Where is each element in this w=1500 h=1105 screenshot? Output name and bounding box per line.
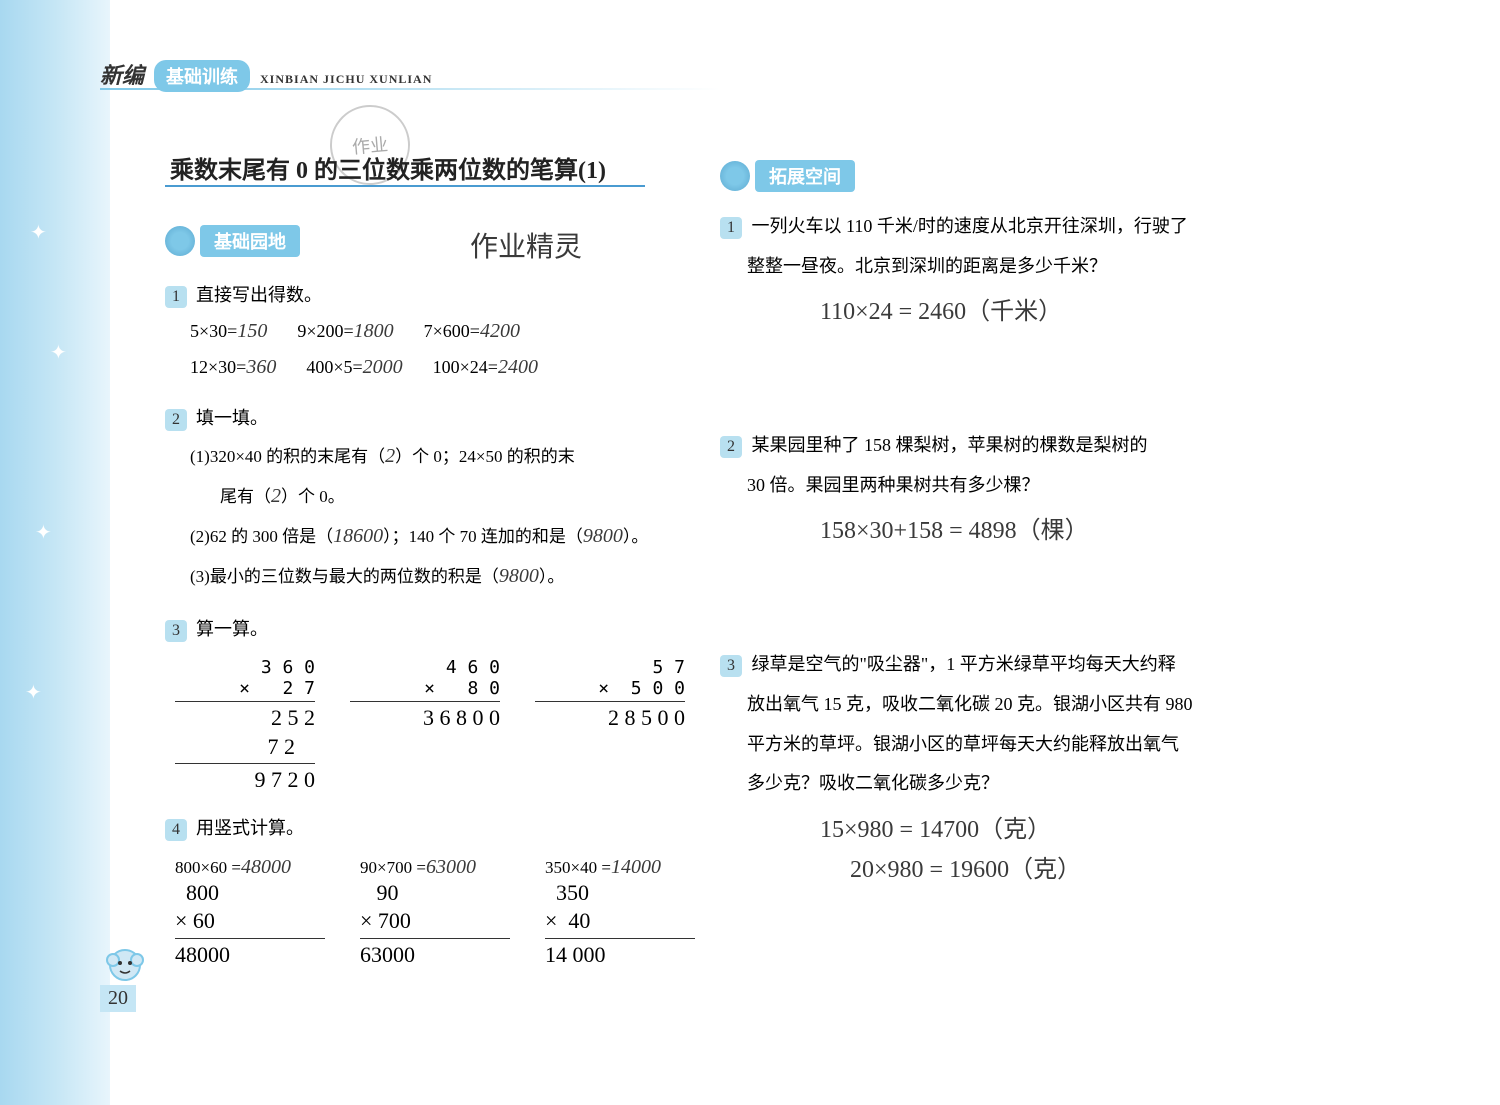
q1-item: 12×30=360 — [190, 349, 276, 385]
q3-calc-1: 3 6 0 × 2 7 2 5 2 7 2 9 7 2 0 — [175, 657, 315, 795]
q1-item: 100×24=2400 — [433, 349, 538, 385]
basic-section: 基础园地 1 直接写出得数。 5×30=150 9×200=1800 7×600… — [165, 225, 695, 985]
ext1-solution: 110×24 = 2460（千米） — [820, 291, 1280, 326]
ext2-solution: 158×30+158 = 4898（棵） — [820, 510, 1280, 545]
monkey-icon — [105, 945, 145, 985]
ext3-solution1: 15×980 = 14700（克） — [820, 809, 1280, 844]
q1-item: 400×5=2000 — [306, 349, 402, 385]
q3-title: 算一算。 — [196, 619, 268, 639]
q3-calc-2: 4 6 0 × 8 0 3 6 8 0 0 — [350, 657, 500, 795]
q2-sub2: (2)62 的 300 倍是（18600）；140 个 70 连加的和是（980… — [190, 516, 695, 556]
header-pinyin: XINBIAN JICHU XUNLIAN — [260, 72, 432, 87]
basic-section-label: 基础园地 — [200, 225, 300, 257]
q1-row2: 12×30=360 400×5=2000 100×24=2400 — [190, 349, 695, 385]
q2-number: 2 — [165, 409, 187, 431]
ext3-number: 3 — [720, 655, 742, 677]
basic-section-header: 基础园地 — [165, 225, 695, 257]
question-3: 3 算一算。 3 6 0 × 2 7 2 5 2 7 2 9 7 2 0 4 6… — [165, 611, 695, 795]
q2-sub1: (1)320×40 的积的末尾有（2）个 0；24×50 的积的末 — [190, 436, 695, 476]
flower-icon — [165, 226, 195, 256]
ext3-solution2: 20×980 = 19600（克） — [850, 849, 1280, 884]
ext3-text: 3 绿草是空气的"吸尘器"，1 平方米绿草平均每天大约释 — [720, 645, 1280, 685]
page-left-gradient: ✦ ✦ ✦ ✦ — [0, 0, 110, 1105]
question-2: 2 填一填。 (1)320×40 的积的末尾有（2）个 0；24×50 的积的末… — [165, 400, 695, 596]
q1-item: 9×200=1800 — [297, 313, 393, 349]
flower-icon — [720, 161, 750, 191]
star-decoration: ✦ — [30, 220, 47, 245]
q1-title: 直接写出得数。 — [196, 285, 322, 305]
header-title-bold: 新编 — [100, 58, 144, 90]
q3-calc-3: 5 7 × 5 0 0 2 8 5 0 0 — [535, 657, 685, 795]
q1-number: 1 — [165, 286, 187, 308]
q4-calc-1: 800×60 =48000 800 × 60 48000 — [175, 856, 325, 970]
ext1-text: 1 一列火车以 110 千米/时的速度从北京开往深圳，行驶了 — [720, 207, 1280, 247]
q4-number: 4 — [165, 819, 187, 841]
ext2-text: 2 某果园里种了 158 棵梨树，苹果树的棵数是梨树的 — [720, 426, 1280, 466]
book-header: 新编 基础训练 XINBIAN JICHU XUNLIAN — [100, 58, 432, 92]
ext-question-1: 1 一列火车以 110 千米/时的速度从北京开往深圳，行驶了 整整一昼夜。北京到… — [720, 207, 1280, 326]
q3-number: 3 — [165, 620, 187, 642]
q3-calcs: 3 6 0 × 2 7 2 5 2 7 2 9 7 2 0 4 6 0 × 8 … — [175, 657, 695, 795]
star-decoration: ✦ — [25, 680, 42, 705]
extend-section-header: 拓展空间 — [720, 160, 1280, 192]
star-decoration: ✦ — [35, 520, 52, 545]
title-underline — [165, 185, 645, 187]
ext-question-3: 3 绿草是空气的"吸尘器"，1 平方米绿草平均每天大约释 放出氧气 15 克，吸… — [720, 645, 1280, 883]
extend-section: 拓展空间 1 一列火车以 110 千米/时的速度从北京开往深圳，行驶了 整整一昼… — [720, 160, 1280, 944]
page-number: 20 — [100, 985, 136, 1012]
ext1-number: 1 — [720, 217, 742, 239]
q1-row1: 5×30=150 9×200=1800 7×600=4200 — [190, 313, 695, 349]
q1-item: 5×30=150 — [190, 313, 267, 349]
q2-sub1-cont: 尾有（2）个 0。 — [220, 476, 695, 516]
q1-item: 7×600=4200 — [424, 313, 520, 349]
ext-question-2: 2 某果园里种了 158 棵梨树，苹果树的棵数是梨树的 30 倍。果园里两种果树… — [720, 426, 1280, 545]
ext2-number: 2 — [720, 436, 742, 458]
star-decoration: ✦ — [50, 340, 67, 365]
question-1: 1 直接写出得数。 5×30=150 9×200=1800 7×600=4200… — [165, 277, 695, 385]
q4-calcs: 800×60 =48000 800 × 60 48000 90×700 =630… — [175, 856, 695, 970]
extend-section-label: 拓展空间 — [755, 160, 855, 192]
lesson-title: 乘数末尾有 0 的三位数乘两位数的笔算(1) — [170, 150, 606, 185]
q4-calc-3: 350×40 =14000 350 × 40 14 000 — [545, 856, 695, 970]
q2-title: 填一填。 — [196, 408, 268, 428]
q4-title: 用竖式计算。 — [196, 818, 304, 838]
q2-sub3: (3)最小的三位数与最大的两位数的积是（9800）。 — [190, 556, 695, 596]
q4-calc-2: 90×700 =63000 90 × 700 63000 — [360, 856, 510, 970]
header-underline — [100, 88, 720, 90]
question-4: 4 用竖式计算。 800×60 =48000 800 × 60 48000 90… — [165, 810, 695, 970]
